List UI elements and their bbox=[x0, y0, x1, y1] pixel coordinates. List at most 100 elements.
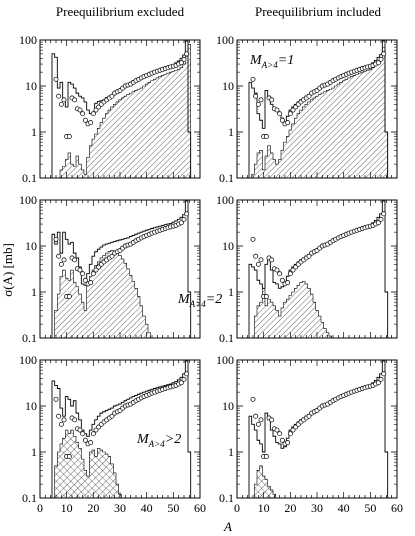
data-point bbox=[375, 60, 381, 66]
y-tick-label: 10 bbox=[25, 79, 37, 93]
y-tick-label: 1 bbox=[31, 285, 37, 299]
y-tick-label: 10 bbox=[222, 79, 234, 93]
data-point bbox=[277, 271, 283, 277]
panel-label-row2: MA>4=2 bbox=[177, 292, 222, 309]
data-point bbox=[279, 437, 285, 443]
data-point bbox=[178, 380, 184, 386]
data-point bbox=[77, 107, 83, 113]
panel-r2c2: 0.1 1 10 100 bbox=[216, 193, 398, 345]
data-point bbox=[269, 417, 275, 423]
y-tick-label: 0.1 bbox=[219, 331, 234, 345]
panel-r3c1: 0.1 1 10 100 0 10 20 30 40 50 60 bbox=[19, 353, 206, 515]
data-point bbox=[53, 236, 59, 242]
data-point bbox=[88, 440, 94, 446]
y-tick-label: 100 bbox=[216, 193, 234, 207]
data-point bbox=[66, 294, 72, 299]
data-point bbox=[378, 376, 384, 382]
data-point bbox=[184, 371, 190, 377]
hatched-area bbox=[54, 250, 154, 339]
x-tick-label: 40 bbox=[338, 501, 350, 515]
x-tick-label: 10 bbox=[258, 501, 270, 515]
data-point bbox=[255, 101, 261, 107]
data-point bbox=[184, 51, 190, 57]
x-tick-label: 50 bbox=[167, 501, 179, 515]
x-tick-label: 20 bbox=[87, 501, 99, 515]
data-point bbox=[255, 421, 261, 427]
y-axis-label: σ(A) [mb] bbox=[0, 243, 15, 297]
data-point bbox=[58, 101, 64, 107]
y-tick-label: 10 bbox=[25, 239, 37, 253]
data-point bbox=[90, 111, 96, 117]
y-tick-label: 1 bbox=[228, 125, 234, 139]
data-point bbox=[93, 267, 99, 273]
data-point bbox=[250, 236, 256, 242]
data-point bbox=[56, 93, 62, 99]
data-point bbox=[80, 111, 86, 117]
data-point bbox=[290, 107, 296, 113]
y-tick-label: 0.1 bbox=[219, 171, 234, 185]
x-tick-label: 30 bbox=[311, 501, 323, 515]
y-tick-label: 100 bbox=[216, 353, 234, 367]
data-point bbox=[274, 267, 280, 273]
y-tick-label: 10 bbox=[222, 399, 234, 413]
data-point bbox=[72, 257, 78, 263]
data-point bbox=[72, 97, 78, 103]
data-point bbox=[61, 417, 67, 423]
x-tick-label: 0 bbox=[234, 501, 240, 515]
data-point bbox=[53, 396, 59, 402]
data-point bbox=[375, 220, 381, 226]
data-point bbox=[66, 454, 72, 459]
data-point bbox=[66, 134, 72, 139]
column-title-left: Preequilibrium excluded bbox=[56, 4, 185, 19]
panel-r1c1: 0.1 1 10 100 bbox=[19, 33, 201, 185]
y-tick-label: 100 bbox=[19, 353, 37, 367]
data-point bbox=[250, 76, 256, 82]
y-tick-label: 1 bbox=[228, 445, 234, 459]
hatched-area bbox=[254, 281, 335, 339]
data-point bbox=[285, 440, 291, 446]
x-tick-label: 60 bbox=[391, 501, 403, 515]
data-point bbox=[181, 376, 187, 382]
data-point bbox=[381, 51, 387, 57]
data-point bbox=[77, 427, 83, 433]
data-point bbox=[263, 454, 269, 459]
data-point bbox=[61, 97, 67, 103]
y-tick-label: 0.1 bbox=[22, 331, 37, 345]
data-point bbox=[287, 431, 293, 437]
panel-label-row3: MA>4>2 bbox=[136, 432, 181, 449]
data-point bbox=[306, 413, 312, 419]
y-tick-label: 10 bbox=[25, 399, 37, 413]
data-point bbox=[381, 371, 387, 377]
y-tick-label: 100 bbox=[19, 193, 37, 207]
crosshatched-area bbox=[54, 429, 122, 499]
data-point bbox=[253, 413, 259, 419]
data-point bbox=[378, 216, 384, 222]
data-point bbox=[263, 294, 269, 299]
data-point bbox=[279, 117, 285, 123]
data-point bbox=[181, 216, 187, 222]
data-point bbox=[61, 257, 67, 263]
y-tick-label: 100 bbox=[216, 33, 234, 47]
data-point bbox=[290, 427, 296, 433]
data-point bbox=[378, 56, 384, 62]
panel-r2c1: 0.1 1 10 100 bbox=[19, 193, 201, 345]
data-point bbox=[82, 117, 88, 123]
data-point bbox=[274, 107, 280, 113]
data-point bbox=[277, 111, 283, 117]
panel-r1c2: 0.1 1 10 100 bbox=[216, 33, 398, 185]
panel-label-row1: MA>4=1 bbox=[249, 53, 294, 70]
data-point bbox=[77, 267, 83, 273]
data-point bbox=[184, 211, 190, 217]
data-point bbox=[253, 253, 259, 259]
data-point bbox=[306, 93, 312, 99]
data-point bbox=[82, 437, 88, 443]
x-tick-label: 50 bbox=[364, 501, 376, 515]
data-point bbox=[285, 280, 291, 286]
data-point bbox=[90, 271, 96, 277]
data-point bbox=[109, 93, 115, 99]
x-tick-label: 0 bbox=[37, 501, 43, 515]
data-point bbox=[263, 134, 269, 139]
x-tick-label: 10 bbox=[61, 501, 73, 515]
data-point bbox=[285, 120, 291, 126]
y-tick-label: 0.1 bbox=[22, 491, 37, 505]
